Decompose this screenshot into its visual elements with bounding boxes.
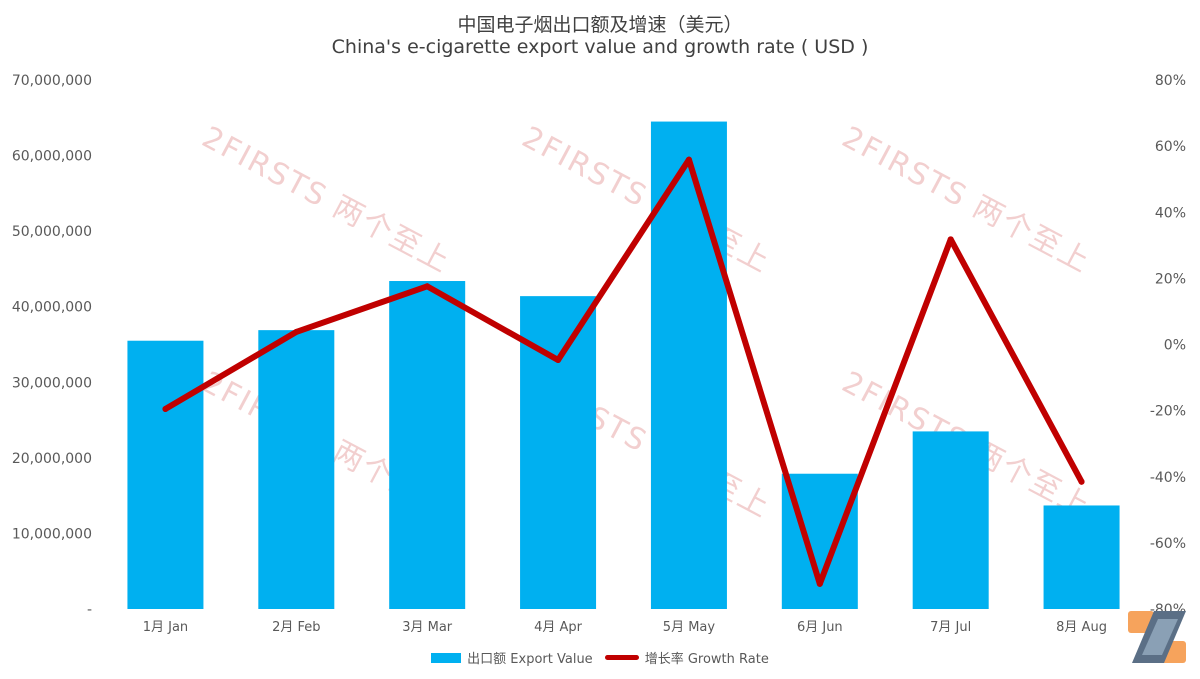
x-tick-label: 3月 Mar bbox=[402, 620, 453, 635]
y-left-tick-label: 60,000,000 bbox=[12, 149, 92, 165]
y-right-tick-label: 20% bbox=[1155, 271, 1186, 287]
line-point bbox=[816, 580, 823, 587]
y-right-tick-label: 40% bbox=[1155, 205, 1186, 221]
x-tick-label: 1月 Jan bbox=[143, 620, 188, 635]
left-y-axis: - 10,000,000 20,000,000 30,000,000 40,000,00… bbox=[12, 73, 92, 618]
legend-item-export-value: 出口额 Export Value bbox=[431, 648, 593, 667]
y-left-tick-label: 40,000,000 bbox=[12, 300, 92, 316]
line-point bbox=[424, 283, 431, 290]
y-left-tick-label: 70,000,000 bbox=[12, 73, 92, 89]
x-tick-label: 8月 Aug bbox=[1056, 620, 1107, 635]
bar bbox=[258, 330, 335, 609]
brand-logo-icon bbox=[1128, 611, 1186, 663]
y-right-tick-label: -60% bbox=[1150, 536, 1186, 552]
y-right-tick-label: 60% bbox=[1155, 139, 1186, 155]
x-tick-label: 7月 Jul bbox=[930, 620, 971, 635]
legend-bar-swatch bbox=[431, 652, 462, 663]
x-axis-tick-labels: 1月 Jan 2月 Feb 3月 Mar 4月 Apr 5月 May 6月 Jun 7月 J… bbox=[143, 620, 1107, 635]
line-point bbox=[685, 156, 692, 163]
bar-series bbox=[127, 121, 1120, 610]
y-right-tick-label: -40% bbox=[1150, 470, 1186, 486]
y-right-tick-label: 0% bbox=[1164, 338, 1186, 354]
x-tick-label: 5月 May bbox=[663, 620, 716, 635]
line-point bbox=[555, 357, 562, 364]
x-tick-label: 4月 Apr bbox=[534, 620, 583, 635]
line-point bbox=[293, 328, 300, 335]
bar bbox=[912, 431, 989, 609]
legend: 出口额 Export Value 增长率 Growth Rate bbox=[0, 648, 1200, 667]
right-y-axis: -80%-60%-40%-20%0%20%40%60%80% bbox=[1150, 73, 1186, 618]
y-left-tick-label: 10,000,000 bbox=[12, 526, 92, 542]
y-left-tick-label: - bbox=[87, 602, 92, 618]
y-right-tick-label: -20% bbox=[1150, 404, 1186, 420]
x-tick-label: 2月 Feb bbox=[272, 620, 320, 635]
line-point bbox=[162, 405, 169, 412]
y-left-tick-label: 20,000,000 bbox=[12, 451, 92, 467]
line-series bbox=[162, 156, 1085, 587]
growth-rate-line bbox=[162, 156, 1085, 587]
legend-line-swatch bbox=[604, 655, 639, 660]
bar bbox=[127, 340, 204, 609]
y-left-tick-label: 30,000,000 bbox=[12, 375, 92, 391]
line-point bbox=[1078, 478, 1085, 485]
legend-label-export-value: 出口额 Export Value bbox=[467, 652, 593, 667]
y-left-tick-label: 50,000,000 bbox=[12, 224, 92, 240]
chart-title-cn: 中国电子烟出口额及增速（美元） bbox=[457, 14, 743, 36]
line-point bbox=[947, 236, 954, 243]
legend-item-growth-rate: 增长率 Growth Rate bbox=[604, 648, 769, 667]
y-right-tick-label: 80% bbox=[1155, 73, 1186, 89]
legend-label-growth-rate: 增长率 Growth Rate bbox=[644, 652, 769, 667]
bar bbox=[1043, 505, 1120, 609]
bar bbox=[650, 121, 727, 610]
bar bbox=[389, 281, 466, 609]
x-tick-label: 6月 Jun bbox=[797, 620, 843, 635]
chart-title-en: China's e-cigarette export value and gro… bbox=[331, 36, 869, 58]
